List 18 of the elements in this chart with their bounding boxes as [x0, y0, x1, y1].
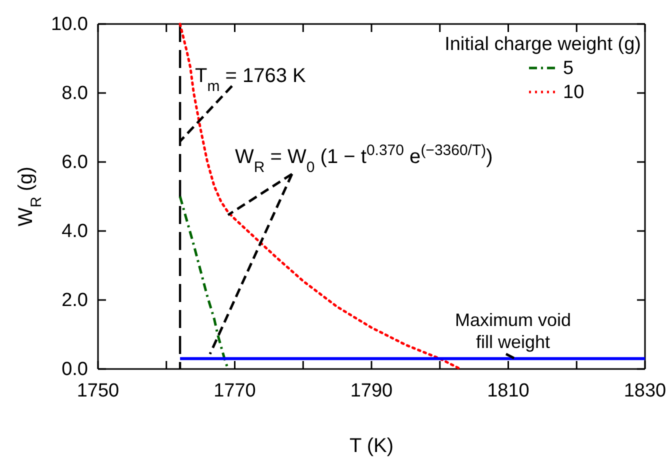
y-tick-label: 4.0 [62, 221, 88, 242]
y-tick-label: 6.0 [62, 152, 88, 174]
legend-label: 5 [563, 58, 574, 79]
legend-title: Initial charge weight (g) [444, 34, 641, 55]
y-tick-label: 2.0 [62, 290, 88, 312]
legend-label: 10 [563, 82, 584, 103]
text: W$_{R}$ = W$_{0}$ (1 − t$^{0.370}$ e$^{(−3360/T)}$) [235, 142, 493, 176]
annotation: T$_{m}$ = 1763 K [195, 65, 307, 94]
x-tick-label: 1770 [214, 380, 256, 402]
x-tick-label: 1790 [350, 380, 393, 402]
x-tick-label: 1830 [624, 380, 666, 402]
x-tick-label: 1750 [76, 380, 120, 402]
y-tick-label: 8.0 [62, 83, 88, 104]
y-tick-label: 0.0 [62, 359, 88, 380]
x-axis-title: T (K) [349, 435, 394, 457]
y-tick-label: 10.0 [51, 14, 88, 36]
annotation: Maximum void fill weight [454, 310, 572, 352]
x-tick-label: 1810 [487, 380, 530, 402]
